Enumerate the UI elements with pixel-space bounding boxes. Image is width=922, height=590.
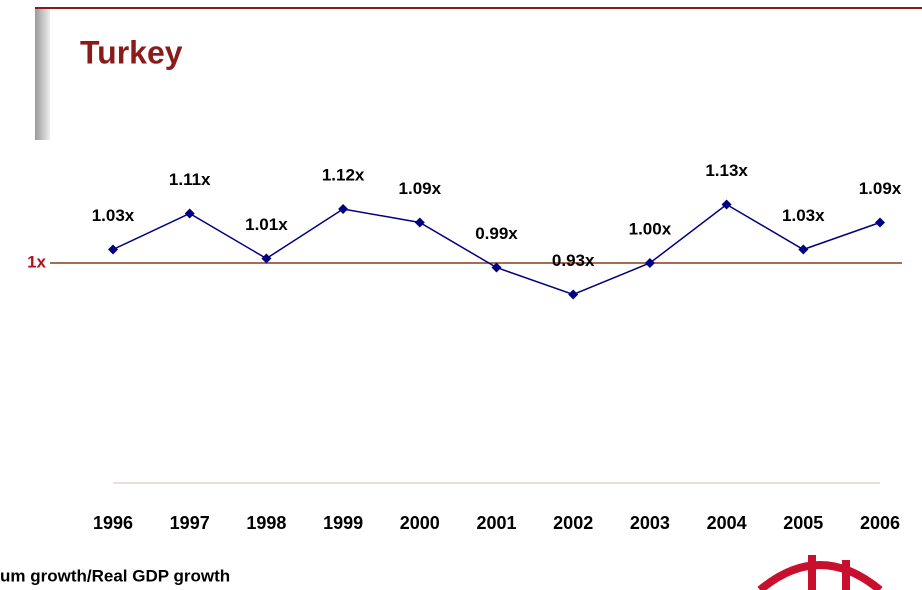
data-label: 1.12x <box>322 165 365 184</box>
point <box>644 258 655 268</box>
x-tick-label: 2004 <box>707 513 747 533</box>
data-label: 1.03x <box>92 206 135 225</box>
point <box>491 262 502 273</box>
point <box>568 289 579 300</box>
x-tick-label: 2002 <box>553 513 593 533</box>
chart-title: Turkey <box>80 34 183 70</box>
point <box>108 244 118 255</box>
x-tick-label: 1996 <box>93 513 133 533</box>
header-bar <box>35 8 50 140</box>
x-tick-label: 1999 <box>323 513 363 533</box>
x-tick-label: 2001 <box>476 513 516 533</box>
plot: 1x 1996 1997 1998 1999 2000 2001 2002 2003 2004 20… <box>27 161 902 533</box>
logo <box>757 555 883 590</box>
point <box>721 199 732 210</box>
data-label: 1.01x <box>245 215 288 234</box>
x-tick-label: 2003 <box>630 513 670 533</box>
point <box>875 217 885 228</box>
x-tick-label: 1997 <box>170 513 210 533</box>
point <box>798 244 809 255</box>
point <box>414 217 425 228</box>
data-label: 1.13x <box>705 161 748 180</box>
x-tick-label: 1998 <box>246 513 286 533</box>
x-tick-label: 2000 <box>400 513 440 533</box>
data-label: 1.11x <box>169 170 211 189</box>
data-label: 1.00x <box>629 219 672 238</box>
x-tick-label: 2006 <box>860 513 900 533</box>
point <box>261 253 272 264</box>
series-line <box>112 203 881 296</box>
data-label: 1.09x <box>399 179 442 198</box>
point <box>184 208 195 219</box>
x-tick-label: 2005 <box>783 513 823 533</box>
point <box>338 204 349 214</box>
data-label: 1.03x <box>782 206 825 225</box>
footnote: um growth/Real GDP growth <box>0 566 230 585</box>
data-label: 0.93x <box>552 251 595 270</box>
data-label: 1.09x <box>859 179 902 198</box>
reference-label: 1x <box>27 252 46 271</box>
data-label: 0.99x <box>475 224 518 243</box>
